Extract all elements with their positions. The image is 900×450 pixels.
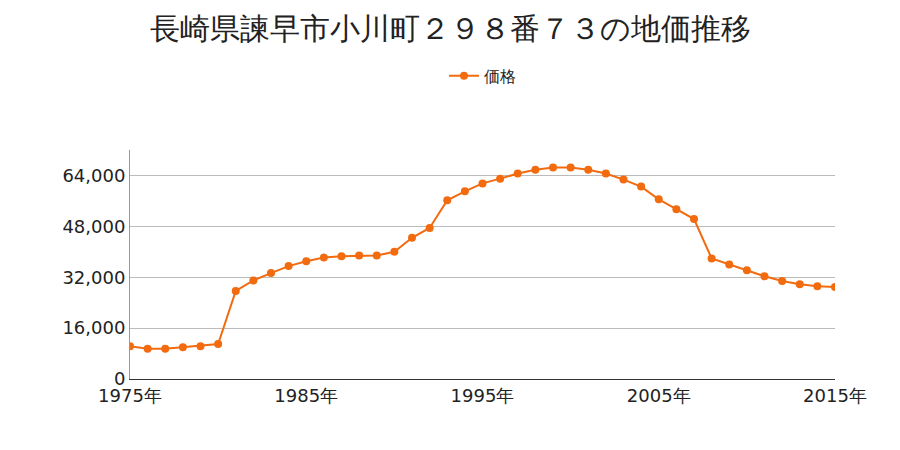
- svg-text:0: 0: [114, 368, 125, 389]
- svg-text:32,000: 32,000: [62, 267, 125, 288]
- svg-text:2015年: 2015年: [803, 385, 867, 406]
- svg-text:価格: 価格: [484, 67, 516, 86]
- svg-text:1995年: 1995年: [451, 385, 515, 406]
- svg-text:1975年: 1975年: [98, 385, 162, 406]
- svg-text:64,000: 64,000: [62, 165, 125, 186]
- svg-text:16,000: 16,000: [62, 317, 125, 338]
- svg-text:長崎県諫早市小川町２９８番７３の地価推移: 長崎県諫早市小川町２９８番７３の地価推移: [150, 11, 751, 46]
- svg-text:2005年: 2005年: [627, 385, 691, 406]
- svg-text:1985年: 1985年: [274, 385, 338, 406]
- svg-text:48,000: 48,000: [62, 216, 125, 237]
